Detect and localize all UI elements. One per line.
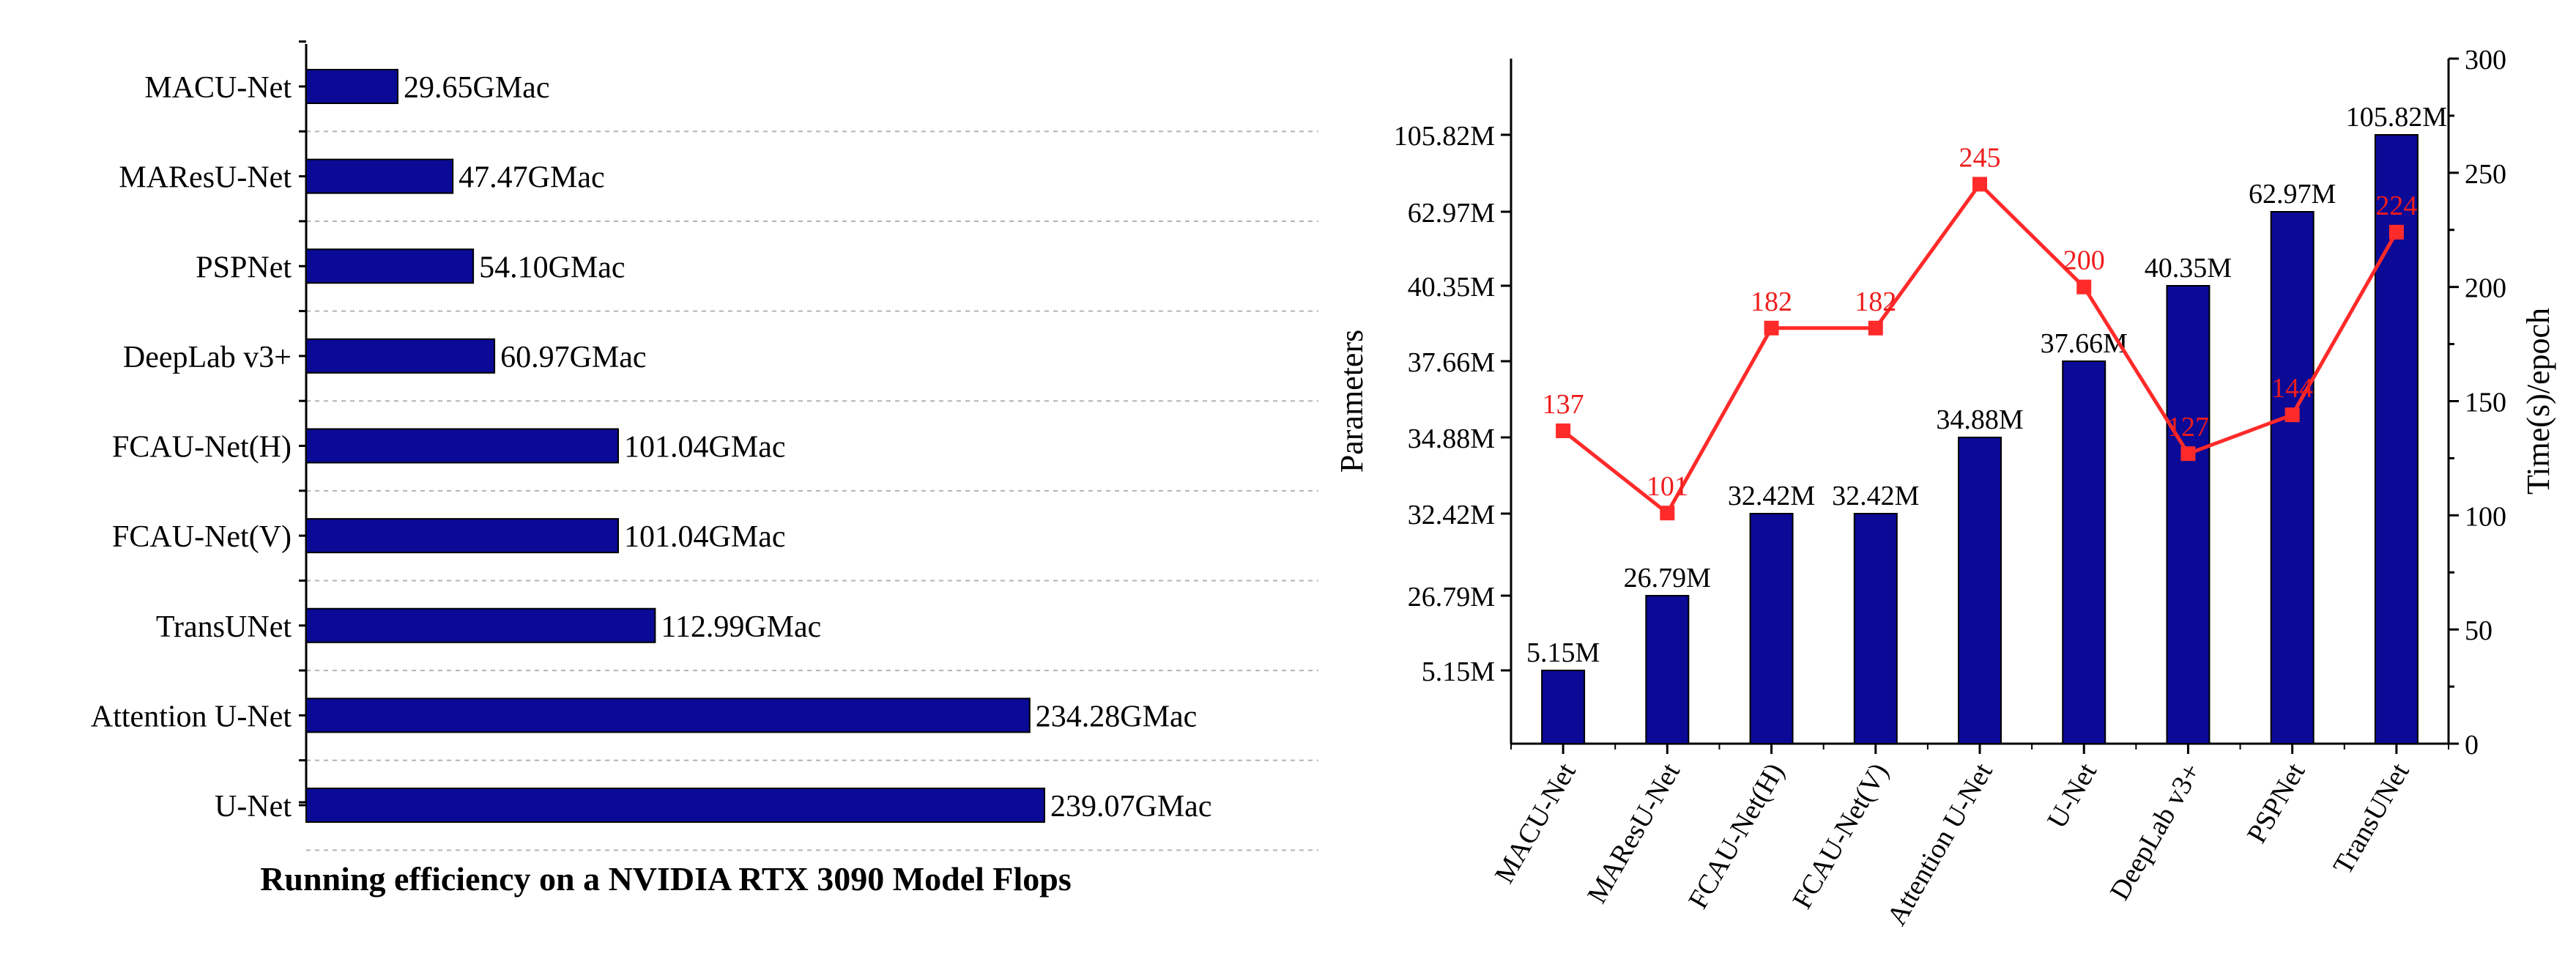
category-label: DeepLab v3+ [123,341,292,374]
time-label: 200 [2063,245,2105,276]
bar [305,428,620,464]
time-marker [1764,320,1779,336]
bar [305,607,656,643]
category-label: FCAU-Net(H) [112,431,292,465]
param-bar [2166,285,2211,744]
x-tick-label: U-Net [2041,758,2103,834]
category-label: PSPNet [196,251,292,284]
time-marker [1972,177,1987,192]
param-bar-label: 34.88M [1936,404,2023,435]
param-bar [1645,595,1690,744]
value-label: 47.47GMac [459,161,604,195]
y2-tick-label: 0 [2465,730,2479,761]
time-marker [2076,279,2092,295]
value-label: 234.28GMac [1036,700,1197,733]
category-label: U-Net [215,790,292,824]
x-tick-label: MACU-Net [1489,758,1582,889]
y2-tick-label: 300 [2465,45,2506,75]
y-tick-label: 105.82M [1394,121,1495,152]
x-tick-label: FCAU-Net(V) [1786,758,1894,914]
figure-caption: Running efficiency on a NVIDIA RTX 3090 … [260,860,1072,898]
time-label: 224 [2375,190,2417,221]
time-label: 144 [2271,373,2313,404]
bar [305,698,1031,733]
category-label: MACU-Net [144,71,292,105]
y-axis-label: Parameters [1334,330,1370,473]
param-bar [1749,513,1794,744]
time-label: 127 [2167,412,2209,443]
value-label: 239.07GMac [1050,790,1211,824]
time-marker [1660,506,1675,521]
time-label: 137 [1543,389,1584,420]
bar [305,248,475,284]
x-tick-label: PSPNet [2241,758,2312,848]
y-tick-label: 40.35M [1408,272,1495,303]
bar [305,69,399,104]
x-tick-label: FCAU-Net(H) [1682,758,1790,914]
value-label: 60.97GMac [500,341,646,374]
param-bar-label: 32.42M [1832,481,1919,511]
param-bar [2062,360,2107,744]
param-bar-label: 62.97M [2249,179,2336,210]
x-tick-label: TransUNet [2328,758,2416,879]
bar [305,518,620,554]
value-label: 29.65GMac [404,71,549,105]
category-label: Attention U-Net [91,700,292,733]
y-tick-label: 62.97M [1408,198,1495,229]
y-tick-label: 37.66M [1408,347,1495,378]
y-tick-label: 32.42M [1408,500,1495,530]
time-label: 182 [1751,286,1792,317]
param-bar-label: 5.15M [1526,637,1600,668]
params-time-chart: 5.15M 26.79M 32.42M 34.88M 37.66M 40.35M 62.97… [1334,45,2556,930]
param-bar-label: 26.79M [1624,563,1711,593]
x-tick-label: DeepLab v3+ [2104,758,2207,906]
y-tick-label: 5.15M [1422,656,1495,687]
time-marker [1556,423,1571,439]
category-label: TransUNet [156,610,292,644]
y-tick-label: 34.88M [1408,423,1495,454]
bar [305,338,496,374]
param-bar [1958,437,2002,744]
category-label: FCAU-Net(V) [112,520,292,554]
time-label: 101 [1647,471,1688,502]
time-marker [2388,224,2404,240]
time-label: 245 [1959,142,2001,173]
flops-bar-chart: MACU-Net 29.65GMac MAResU-Net 47.47GMac PSPN… [91,40,1318,851]
y2-axis-label: Time(s)/epoch [2520,308,2556,495]
y2-tick-label: 200 [2465,273,2506,304]
param-bar-label: 40.35M [2145,253,2232,284]
time-marker [2180,446,2196,462]
y2-tick-label: 50 [2465,615,2493,646]
value-label: 101.04GMac [624,431,785,465]
value-label: 54.10GMac [479,251,625,284]
x-tick-label: Attention U-Net [1881,758,1999,930]
param-bar-label: 32.42M [1728,481,1815,511]
time-label: 182 [1855,286,1896,317]
y2-tick-label: 250 [2465,159,2506,190]
param-bar [1541,670,1586,744]
value-label: 112.99GMac [661,610,821,644]
x-tick-label: MAResU-Net [1581,758,1686,909]
bar [305,788,1045,823]
y2-tick-label: 100 [2465,501,2506,532]
bar [305,158,454,194]
param-bar [2270,211,2315,744]
category-label: MAResU-Net [119,161,292,195]
y-tick-label: 26.79M [1408,582,1495,613]
param-bar [1853,513,1898,744]
value-label: 101.04GMac [624,520,785,554]
time-marker [2284,407,2300,423]
time-marker [1868,320,1883,336]
param-bar-label: 105.82M [2346,102,2447,133]
y2-tick-label: 150 [2465,388,2506,418]
